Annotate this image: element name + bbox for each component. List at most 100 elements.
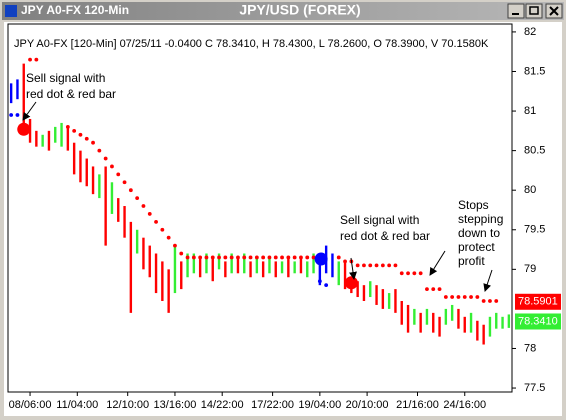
stop-dot — [280, 255, 284, 260]
annotation: red dot & red bar — [340, 229, 430, 243]
stop-dot — [393, 263, 398, 268]
stop-dot — [469, 295, 473, 299]
price-label: 78.5901 — [518, 296, 558, 308]
stop-dot — [84, 136, 89, 141]
chart-title: JPY/USD (FOREX) — [239, 2, 360, 18]
x-tick-label: 11/04:00 — [56, 399, 98, 411]
stop-dot — [336, 255, 341, 260]
stop-dot — [299, 255, 303, 260]
x-tick-label: 08/06:00 — [9, 399, 52, 411]
arrow — [429, 250, 446, 276]
x-tick-label: 24/16:00 — [443, 399, 486, 411]
stop-dot — [412, 271, 417, 276]
stop-dot — [362, 263, 366, 268]
stop-dot — [387, 263, 392, 268]
signal-dot — [314, 252, 328, 266]
stop-dot — [399, 271, 404, 276]
stop-dot — [91, 140, 95, 145]
maximize-button[interactable] — [525, 3, 543, 19]
stop-dot — [475, 295, 480, 299]
stop-dot — [273, 255, 278, 260]
stop-dot — [311, 255, 316, 260]
stop-dot — [223, 255, 228, 260]
stop-dot — [135, 196, 140, 201]
stop-dot — [166, 235, 171, 240]
stop-dot — [229, 255, 234, 260]
stop-dot — [78, 132, 83, 137]
stop-dot — [198, 255, 203, 260]
stop-dot — [368, 263, 373, 268]
stop-dot — [431, 287, 436, 292]
stop-dot — [103, 156, 108, 161]
stop-dot — [488, 299, 492, 303]
stop-dot — [116, 172, 121, 177]
stop-dot — [72, 128, 77, 133]
y-tick-label: 80.5 — [524, 145, 545, 157]
annotation: red dot & red bar — [26, 87, 116, 101]
annotation: profit — [458, 254, 485, 268]
x-tick-label: 12/10:00 — [106, 399, 149, 411]
stop-dot — [28, 57, 32, 62]
signal-dot — [344, 276, 358, 290]
y-tick-label: 81.5 — [524, 65, 545, 77]
x-tick-label: 19/04:00 — [298, 399, 341, 411]
stop-dot — [380, 263, 385, 268]
stop-dot — [374, 263, 379, 268]
stop-dot — [343, 259, 347, 264]
stop-dot — [141, 204, 146, 208]
price-label-box — [515, 293, 561, 310]
arrow — [483, 269, 493, 292]
y-tick-label: 82 — [524, 26, 536, 38]
stop-dot — [292, 255, 297, 260]
y-tick-label: 77.5 — [524, 382, 545, 394]
stop-dot — [217, 255, 221, 260]
stop-dot — [425, 287, 429, 292]
stop-dot — [355, 263, 360, 268]
stop-dot — [267, 255, 272, 260]
x-tick-label: 20/10:00 — [346, 399, 389, 411]
arrow — [349, 257, 357, 280]
y-tick-label: 79.5 — [524, 224, 545, 236]
arrow — [22, 101, 37, 121]
stop-dot — [15, 113, 20, 117]
close-button[interactable] — [545, 3, 563, 19]
stop-dot — [110, 164, 114, 169]
stop-dot — [154, 219, 158, 224]
stop-dot — [236, 255, 240, 260]
stop-dot — [456, 295, 461, 299]
stop-dot — [317, 279, 322, 284]
stop-dot — [65, 124, 70, 129]
annotation: Sell signal with — [26, 71, 105, 85]
window-title: JPY A0-FX 120-Min — [21, 3, 129, 17]
stop-dot — [179, 251, 184, 256]
y-tick-label: 78 — [524, 342, 536, 354]
annotation: Sell signal with — [340, 213, 419, 227]
price-label: 78.3410 — [518, 315, 558, 327]
stop-dot — [210, 255, 215, 260]
x-tick-label: 17/22:00 — [251, 399, 294, 411]
stop-dot — [185, 255, 190, 260]
x-tick-label: 21/16:00 — [396, 399, 439, 411]
stop-dot — [34, 57, 39, 62]
annotation: Stops — [458, 198, 489, 212]
stop-dot — [406, 271, 410, 276]
stop-dot — [248, 255, 253, 260]
y-tick-label: 80 — [524, 184, 536, 196]
stop-dot — [324, 283, 329, 288]
plot-area — [7, 23, 513, 393]
minimize-button[interactable] — [507, 3, 525, 19]
stop-dot — [97, 148, 102, 153]
stop-dot — [173, 243, 177, 248]
stop-dot — [254, 255, 259, 260]
title-bar — [2, 2, 564, 20]
info-line: JPY A0-FX [120-Min] 07/25/11 -0.0400 C 7… — [14, 38, 489, 50]
annotation: stepping — [458, 212, 503, 226]
stop-dot — [286, 255, 291, 260]
stop-dot — [305, 255, 310, 260]
stop-dot — [437, 287, 442, 292]
stop-dot — [122, 180, 127, 185]
stop-dot — [204, 255, 209, 260]
stop-dot — [418, 271, 423, 276]
